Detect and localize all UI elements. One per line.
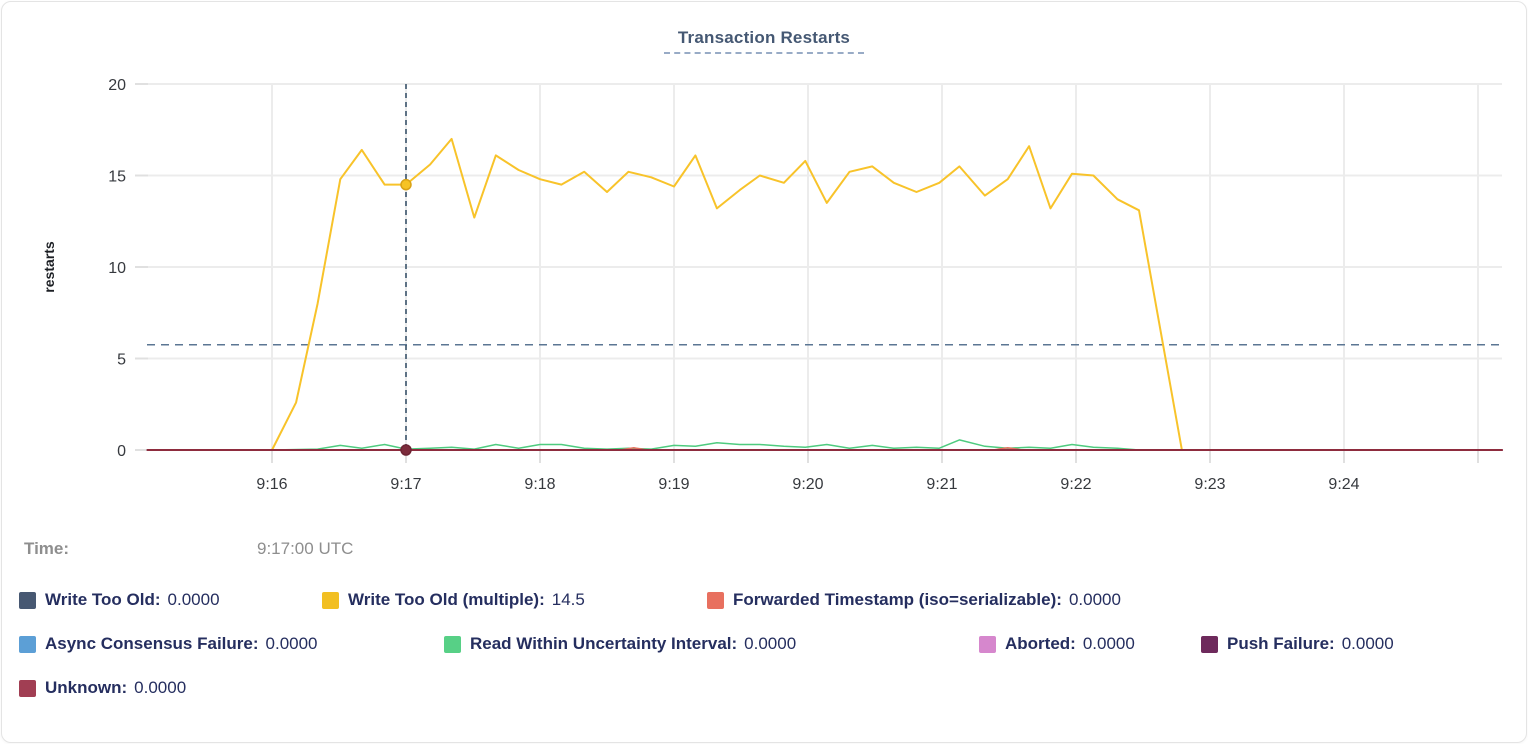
legend-value: 0.0000 [265,634,318,653]
legend-label: Write Too Old (multiple): [348,590,545,609]
legend-item: Unknown: 0.0000 [19,678,186,698]
legend-label: Unknown: [45,678,128,697]
chart-title: Transaction Restarts [2,28,1526,54]
legend-label: Forwarded Timestamp (iso=serializable): [733,590,1062,609]
legend-row: Async Consensus Failure: 0.0000 Read Withi… [19,634,1516,654]
legend-value: 0.0000 [1341,634,1394,653]
x-tick-label: 9:19 [658,476,689,493]
x-tick-label: 9:22 [1060,476,1091,493]
series-line [271,439,1140,451]
y-tick-label: 0 [117,443,126,460]
x-tick-label: 9:20 [792,476,823,493]
legend-item: Aborted: 0.0000 [979,634,1201,654]
legend-color-swatch [19,635,36,653]
legend-row: Write Too Old: 0.0000 Write Too Old (multi… [19,590,1516,610]
legend-color-swatch [979,635,996,653]
time-label: Time: [24,539,70,558]
legend-color-swatch [1201,635,1218,653]
legend-value: 0.0000 [744,634,797,653]
x-tick-label: 9:16 [256,476,287,493]
legend-row: Unknown: 0.0000 [19,678,1516,698]
legend-item: Forwarded Timestamp (iso=serializable): 0… [707,590,1121,610]
y-tick-label: 10 [108,260,126,277]
x-tick-label: 9:21 [926,476,957,493]
x-tick-label: 9:17 [390,476,421,493]
y-tick-label: 5 [117,352,126,369]
legend-color-swatch [19,591,36,609]
time-value: 9:17:00 UTC [257,539,354,558]
legend-item: Read Within Uncertainty Interval: 0.0000 [444,634,979,654]
y-tick-label: 20 [108,77,126,94]
legend-color-swatch [19,679,36,697]
legend-label: Aborted: [1005,634,1076,653]
chart-title-text[interactable]: Transaction Restarts [663,28,865,54]
legend-label: Async Consensus Failure: [45,634,259,653]
x-tick-label: 9:23 [1194,476,1225,493]
x-tick-label: 9:18 [524,476,555,493]
legend-item: Write Too Old: 0.0000 [19,590,322,610]
legend-color-swatch [322,591,339,609]
legend-value: 14.5 [551,590,585,609]
series-line [271,137,1183,451]
legend-color-swatch [444,635,461,653]
y-axis-label: restarts [41,241,57,293]
legend-value: 0.0000 [1082,634,1135,653]
hover-point [400,444,412,456]
legend-label: Write Too Old: [45,590,161,609]
legend-label: Read Within Uncertainty Interval: [470,634,738,653]
tooltip-time-row: Time: 9:17:00 UTC [24,539,353,559]
legend-value: 0.0000 [1068,590,1121,609]
x-tick-label: 9:24 [1328,476,1359,493]
chart-area[interactable]: 0 5 10 15 20 9:16 9:17 9:18 9:19 9:20 9:21 9:22 9:23… [2,2,1528,507]
legend-item: Write Too Old (multiple): 14.5 [322,590,707,610]
legend-value: 0.0000 [134,678,187,697]
legend-item: Async Consensus Failure: 0.0000 [19,634,444,654]
legend-color-swatch [707,591,724,609]
hover-point [400,178,412,191]
legend-value: 0.0000 [167,590,220,609]
legend-label: Push Failure: [1227,634,1335,653]
legend-item: Push Failure: 0.0000 [1201,634,1394,654]
chart-legend: Write Too Old: 0.0000 Write Too Old (multi… [19,590,1516,722]
y-tick-label: 15 [108,169,126,186]
